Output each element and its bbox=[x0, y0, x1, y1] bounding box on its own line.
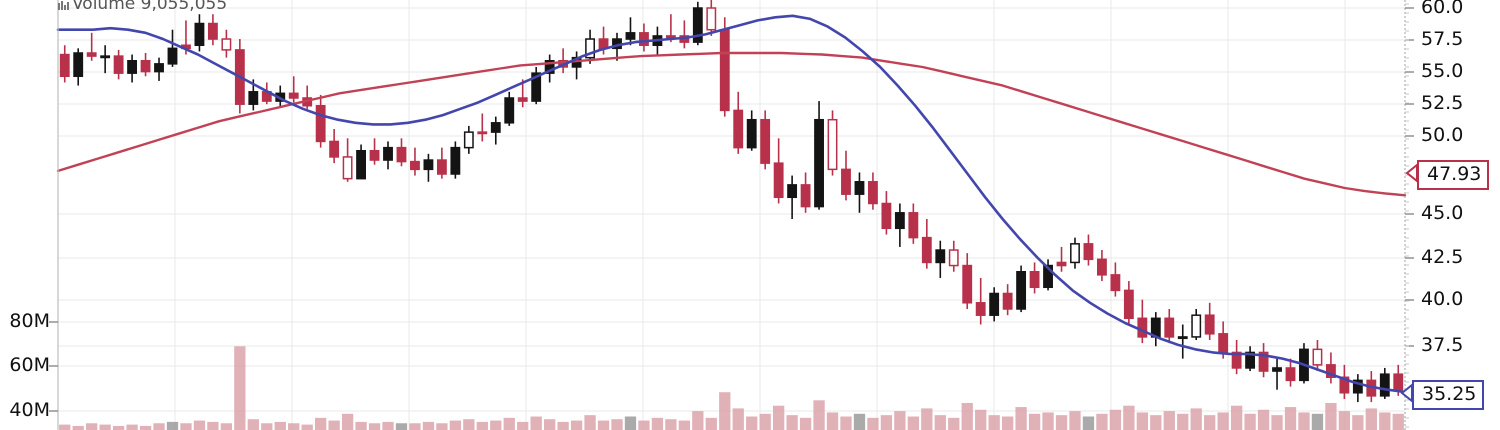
price-axis-tick: 40.0 bbox=[1421, 288, 1464, 310]
volume-axis-tick: 40M bbox=[9, 399, 50, 421]
grid-lines bbox=[57, 0, 1405, 430]
volume-axis-tick: 60M bbox=[9, 354, 50, 376]
price-axis-tick: 37.5 bbox=[1421, 334, 1464, 356]
price-axis-tick: 57.5 bbox=[1421, 28, 1464, 50]
volume-header-label: Volume 9,055,055 bbox=[72, 0, 228, 14]
axis-lines bbox=[49, 0, 1418, 430]
price-axis-tick: 50.0 bbox=[1421, 124, 1464, 146]
last-price-tag[interactable]: 47.93 bbox=[1417, 160, 1490, 190]
volume-axis-tick: 80M bbox=[9, 310, 50, 332]
volume-header: Volume 9,055,055 bbox=[58, 0, 227, 15]
ma-value-tag[interactable]: 35.25 bbox=[1412, 380, 1485, 410]
volume-bars bbox=[59, 346, 1404, 430]
moving-average-fast-line bbox=[56, 14, 1407, 394]
price-axis-tick: 55.0 bbox=[1421, 60, 1464, 82]
price-axis-tick: 42.5 bbox=[1421, 246, 1464, 268]
moving-average-slow-line bbox=[56, 51, 1407, 197]
price-axis-tick: 45.0 bbox=[1421, 202, 1464, 224]
price-axis-tick: 60.0 bbox=[1421, 0, 1464, 18]
bar-chart-icon bbox=[58, 0, 69, 15]
candlestick-series bbox=[59, 0, 1404, 403]
price-axis-tick: 52.5 bbox=[1421, 92, 1464, 114]
